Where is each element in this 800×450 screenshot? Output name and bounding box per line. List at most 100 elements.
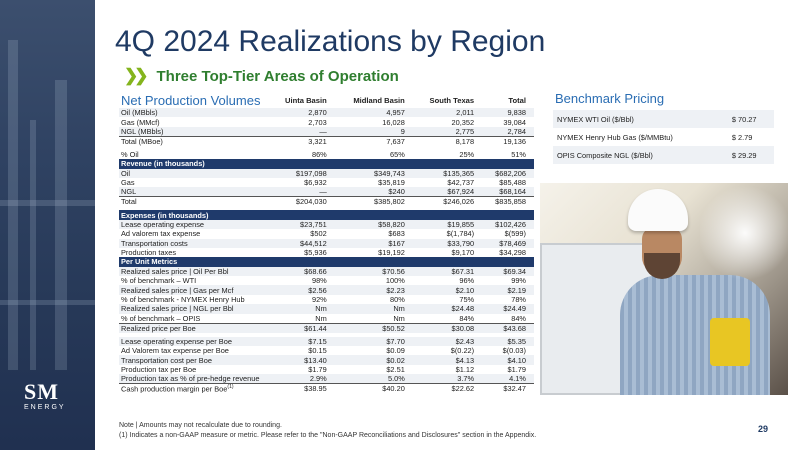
table-row: Realized sales price | NGL per Bbl Nm Nm $2… bbox=[119, 304, 534, 314]
row-value: $0.02 bbox=[334, 355, 413, 365]
row-value: $2.43 bbox=[412, 336, 483, 347]
page-subtitle: Three Top-Tier Areas of Operation bbox=[156, 67, 399, 85]
row-value: $0.15 bbox=[308, 346, 327, 356]
row-value: $35,819 bbox=[378, 178, 405, 188]
row-label: Ad valorem tax expense bbox=[121, 229, 201, 239]
realizations-table: Net Production Volumes Uinta Basin Midland… bbox=[119, 93, 534, 394]
benchmark-row: NYMEX Henry Hub Gas ($/MMBtu) $ 2.79 bbox=[553, 128, 774, 146]
row-value: 75% bbox=[459, 295, 475, 305]
row-value: 80% bbox=[390, 295, 405, 305]
per-unit-band: Per Unit Metrics bbox=[119, 257, 534, 267]
table-row: % Oil 86% 65% 25% 51% bbox=[119, 150, 534, 159]
row-value: $683 bbox=[388, 229, 405, 239]
row-value: $4.13 bbox=[412, 355, 483, 365]
footnote-marker: (1) bbox=[227, 384, 234, 391]
row-label: Oil bbox=[119, 168, 269, 178]
row-value: 96% bbox=[459, 276, 475, 286]
row-value: 7,637 bbox=[334, 135, 413, 146]
row-value: Nm bbox=[334, 304, 413, 314]
row-value: 2,870 bbox=[269, 108, 335, 118]
row-value: 99% bbox=[511, 276, 526, 286]
row-value: 4.1% bbox=[482, 374, 534, 384]
logo-word: ENERGY bbox=[24, 404, 66, 411]
row-value: $1.12 bbox=[455, 365, 475, 374]
row-value: $(0.22) bbox=[450, 346, 475, 356]
rounding-note: Note | Amounts may not recalculate due t… bbox=[119, 422, 282, 429]
row-value: 39,084 bbox=[503, 117, 526, 127]
benchmark-label: OPIS Composite NGL ($/Bbl) bbox=[553, 146, 728, 164]
row-value: $240 bbox=[334, 187, 413, 197]
row-value: 92% bbox=[311, 295, 327, 305]
table-row: Ad Valorem tax expense per Boe $0.15 $0.09… bbox=[119, 346, 534, 355]
row-value: 98% bbox=[311, 276, 327, 286]
row-value: $385,802 bbox=[334, 196, 413, 207]
table-row: Cash production margin per Boe(1) $38.95 $… bbox=[119, 383, 534, 394]
table-row: % of benchmark – OPIS Nm Nm 84% 84% bbox=[119, 314, 534, 324]
band-label: Expenses (in thousands) bbox=[119, 210, 534, 220]
left-photo-panel: SM ENERGY bbox=[0, 0, 95, 450]
row-label: Production taxes bbox=[121, 248, 177, 258]
table-row: Realized sales price | Oil Per Bbl $68.66… bbox=[119, 266, 534, 277]
row-value: $40.20 bbox=[334, 383, 413, 394]
technician-photo bbox=[540, 183, 788, 395]
row-value: 86% bbox=[311, 149, 327, 159]
table-row: % of benchmark – WTI 98% 100% 96% 99% bbox=[119, 276, 534, 285]
row-value: $2.51 bbox=[386, 365, 405, 374]
row-label: Gas bbox=[121, 178, 135, 188]
row-value: $2.56 bbox=[269, 285, 335, 295]
benchmark-value: $ 70.27 bbox=[727, 110, 774, 128]
table-row: NGL (MBbls) —9 2,775 2,784 bbox=[119, 126, 534, 137]
row-label: Realized sales price | Oil Per Bbl bbox=[119, 266, 269, 277]
table-row: Total $204,030 $385,802 $246,026 $835,858 bbox=[119, 196, 534, 207]
row-value: $835,858 bbox=[482, 196, 534, 207]
row-value: $61.44 bbox=[269, 322, 335, 333]
row-value: $68,164 bbox=[482, 187, 534, 197]
row-value: $32.47 bbox=[482, 383, 534, 394]
row-label: % of benchmark - NYMEX Henry Hub bbox=[121, 295, 245, 305]
row-value: $2.23 bbox=[334, 285, 413, 295]
table-row: Oil (MBbls) 2,870 4,957 2,011 9,838 bbox=[119, 108, 534, 118]
table-row: Transportation cost per Boe $13.40 $0.02 $4… bbox=[119, 355, 534, 365]
row-value: $(0.03) bbox=[502, 346, 526, 356]
row-label: Transportation costs bbox=[119, 238, 269, 248]
row-value: 9,838 bbox=[482, 108, 534, 118]
row-value: 5.0% bbox=[334, 374, 413, 384]
column-header: Midland Basin bbox=[353, 96, 405, 105]
row-value: $204,030 bbox=[269, 196, 335, 207]
band-label: Per Unit Metrics bbox=[119, 257, 534, 267]
row-value: $43.68 bbox=[482, 322, 534, 333]
row-value: 51% bbox=[511, 149, 526, 159]
row-value: — bbox=[269, 187, 335, 197]
row-label: NGL (MBbls) bbox=[119, 126, 269, 137]
row-value: 2,784 bbox=[482, 126, 534, 137]
table-row: Gas (MMcf) 2,703 16,028 20,352 39,084 bbox=[119, 117, 534, 127]
column-header: Uinta Basin bbox=[284, 96, 327, 105]
row-value: $5,936 bbox=[304, 248, 327, 258]
row-value: $0.09 bbox=[386, 346, 405, 356]
row-value: $19,855 bbox=[412, 219, 483, 230]
row-value: $135,365 bbox=[412, 168, 483, 178]
row-value: 19,136 bbox=[482, 135, 534, 146]
row-value: 8,178 bbox=[412, 135, 483, 146]
row-label: Lease operating expense bbox=[119, 219, 269, 230]
row-value: $9,170 bbox=[451, 248, 475, 258]
row-value: 2,775 bbox=[412, 126, 483, 137]
table-row: Production tax per Boe $1.79 $2.51 $1.12 $1.… bbox=[119, 365, 534, 374]
row-value: $42,737 bbox=[447, 178, 475, 188]
row-value: Nm bbox=[393, 313, 405, 323]
table-row: NGL — $240 $67,924 $68,164 bbox=[119, 187, 534, 197]
row-label: Total (MBoe) bbox=[119, 135, 269, 146]
row-value: $1.79 bbox=[308, 365, 327, 374]
column-header: Total bbox=[508, 96, 526, 105]
row-value: 9 bbox=[334, 126, 413, 137]
row-value: $2.19 bbox=[482, 285, 534, 295]
row-value: 16,028 bbox=[382, 117, 405, 127]
row-value: Nm bbox=[315, 313, 327, 323]
row-value: 4,957 bbox=[334, 108, 413, 118]
table-row: Transportation costs $44,512 $167 $33,790 $7… bbox=[119, 238, 534, 248]
row-value: $33,790 bbox=[412, 238, 483, 248]
row-value: Nm bbox=[269, 304, 335, 314]
table-row: Production tax as % of pre-hedge revenue… bbox=[119, 374, 534, 384]
double-chevron-icon: ❯❯ bbox=[124, 66, 148, 85]
row-value: $67,924 bbox=[412, 187, 483, 197]
